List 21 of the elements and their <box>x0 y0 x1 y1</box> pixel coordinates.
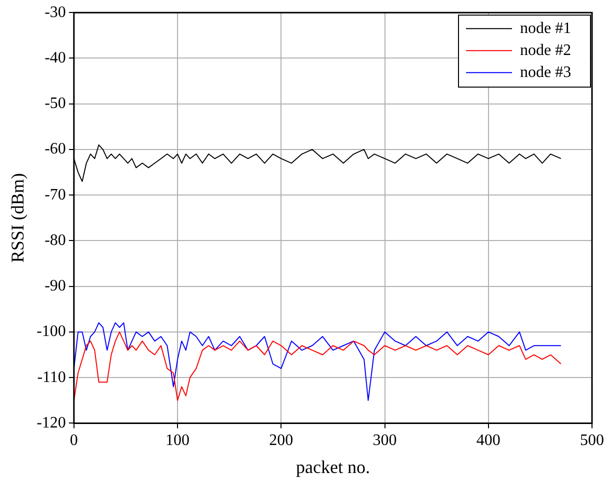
x-axis-title: packet no. <box>296 456 370 477</box>
y-tick-label: -120 <box>36 414 66 432</box>
y-tick-label: -70 <box>44 186 66 204</box>
y-axis-title: RSSI (dBm) <box>8 173 28 263</box>
x-tick-label: 300 <box>372 432 397 450</box>
y-tick-label: -30 <box>44 4 66 21</box>
y-tick-label: -110 <box>37 368 66 386</box>
x-tick-label: 500 <box>580 432 604 450</box>
x-tick-label: 400 <box>476 432 500 450</box>
legend-label: node #3 <box>520 64 572 81</box>
y-tick-label: -90 <box>44 278 66 295</box>
y-tick-label: -80 <box>44 232 66 249</box>
y-tick-label: -100 <box>36 323 66 340</box>
y-tick-label: -50 <box>44 95 66 112</box>
x-tick-label: 100 <box>166 432 190 450</box>
legend-label: node #1 <box>520 20 572 37</box>
x-tick-label: 0 <box>70 432 78 450</box>
legend-label: node #2 <box>520 42 572 59</box>
y-tick-label: -60 <box>44 140 66 158</box>
y-tick-label: -40 <box>44 49 66 66</box>
x-tick-label: 200 <box>269 432 294 450</box>
